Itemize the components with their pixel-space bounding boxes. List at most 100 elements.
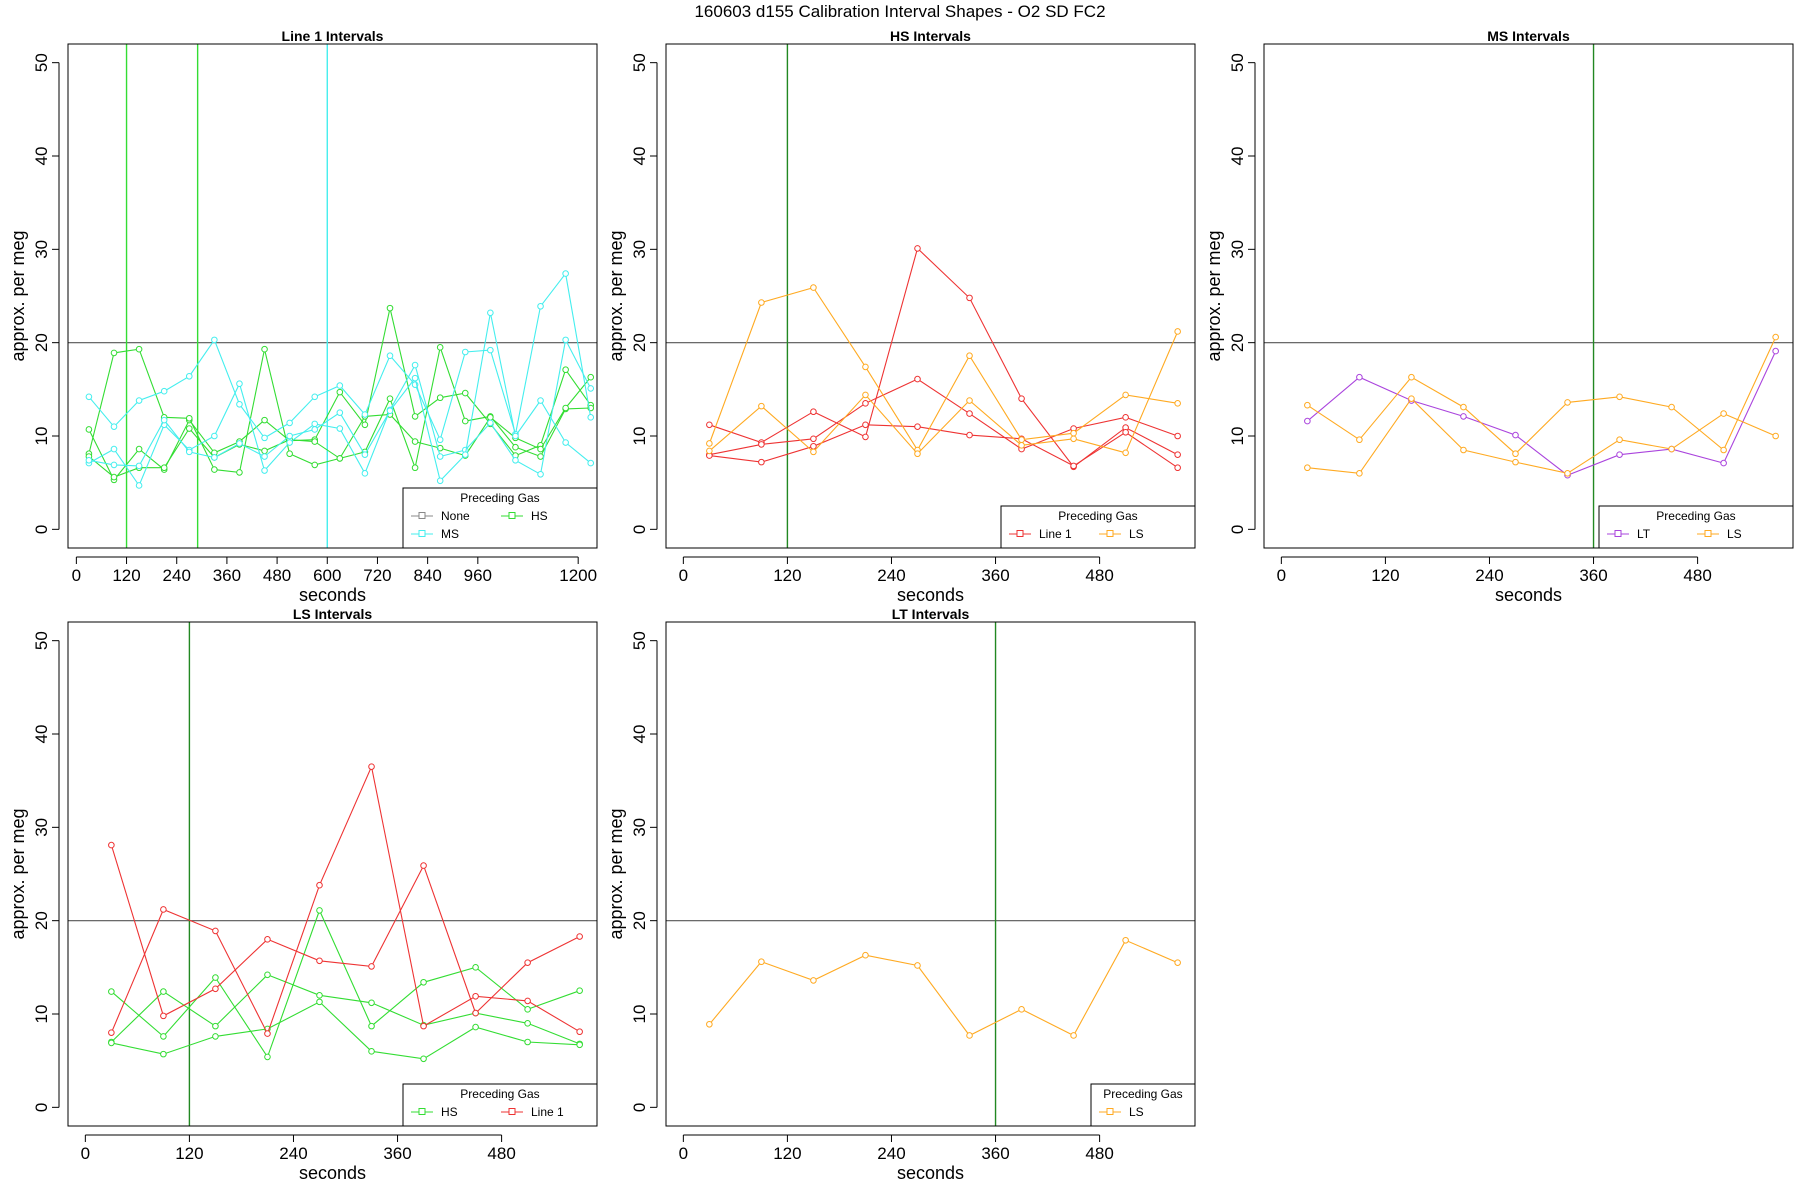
data-point [914,423,921,430]
series-line [111,974,580,1045]
y-tick-label: 10 [630,427,649,446]
legend-box [402,487,598,549]
legend-box [1598,505,1794,549]
y-tick-label: 40 [32,147,51,166]
series-ls [706,284,1181,454]
data-point [185,414,193,422]
y-tick-label: 0 [32,1103,51,1112]
data-point [862,421,869,429]
y-tick-label: 30 [630,240,649,259]
data-point [368,963,375,970]
panel-title: LT Intervals [892,606,970,622]
data-point [386,352,394,360]
data-point [368,999,375,1007]
data-point [286,419,293,427]
data-point [108,1039,115,1047]
x-tick-label: 120 [175,1144,203,1163]
data-point [914,962,921,969]
panel-title: LS Intervals [293,606,373,622]
y-tick-label: 20 [630,333,649,352]
y-tick-label: 50 [630,53,649,72]
x-tick-label: 0 [1277,566,1286,585]
data-point [472,1023,479,1031]
data-point [1070,429,1077,437]
data-point [160,906,167,913]
data-point [461,389,469,397]
data-point [368,763,375,770]
data-point [1564,470,1571,477]
data-point [461,451,469,458]
data-point [1018,436,1025,444]
data-point [487,414,494,421]
legend-label: LT [1637,527,1651,541]
data-point [1070,462,1077,470]
data-point [1668,403,1675,411]
data-point [110,473,118,481]
y-axis-title: approx. per meg [8,808,28,939]
y-tick-label: 50 [1228,53,1247,72]
legend-swatch-marker [418,512,426,519]
legend-label: LS [1727,527,1742,541]
data-point [185,372,193,380]
data-point [261,447,268,455]
data-point [110,423,118,430]
legend-label: Line 1 [531,1105,564,1119]
data-point [212,1022,219,1030]
data-point [1018,1006,1025,1013]
y-tick-label: 10 [32,427,51,446]
data-point [1122,936,1129,944]
data-point [1564,399,1571,406]
data-point [185,448,193,456]
legend-swatch-marker [1106,530,1114,537]
data-point [1356,373,1363,381]
data-point [810,284,817,291]
y-tick-label: 30 [32,240,51,259]
data-point [368,1022,375,1030]
data-point [160,1033,167,1040]
data-point [1512,431,1519,439]
series-ms [85,270,595,444]
y-tick-label: 30 [32,818,51,837]
data-point [110,445,118,453]
data-point [810,442,817,450]
data-point [461,348,469,356]
data-point [361,421,369,429]
legend-title: Preceding Gas [1656,509,1735,523]
data-point [1772,432,1779,440]
y-axis-title: approx. per meg [606,230,626,361]
data-point [914,375,921,383]
data-point [108,988,115,995]
series-ms [85,336,595,489]
y-tick-label: 0 [1228,525,1247,534]
legend-box [1090,1083,1196,1127]
data-point [212,974,219,981]
data-point [562,439,569,446]
data-point [562,270,569,277]
legend-label: Line 1 [1039,527,1072,541]
data-point [108,841,115,849]
series-line [1307,336,1777,455]
legend-box [402,1083,598,1127]
data-point [336,425,344,432]
x-tick-label: 120 [773,1144,801,1163]
data-point [1356,436,1363,444]
data-point [236,380,243,388]
series-hs [108,971,583,1048]
data-point [311,420,319,428]
data-point [212,927,219,935]
data-point [420,1022,427,1030]
series-line [1307,350,1777,476]
series-ls [1304,333,1779,458]
data-point [1070,435,1077,443]
series-line [709,378,1178,456]
legend: Preceding Gas LT LS [1598,505,1794,549]
x-tick-label: 480 [1085,1144,1113,1163]
data-point [862,363,869,371]
data-point [316,992,323,999]
data-point [1616,436,1623,444]
series-line [111,908,580,1059]
data-point [1772,347,1779,355]
data-point [311,393,319,401]
y-tick-label: 0 [32,525,51,534]
legend: Preceding Gas Line 1 LS [1000,505,1196,549]
